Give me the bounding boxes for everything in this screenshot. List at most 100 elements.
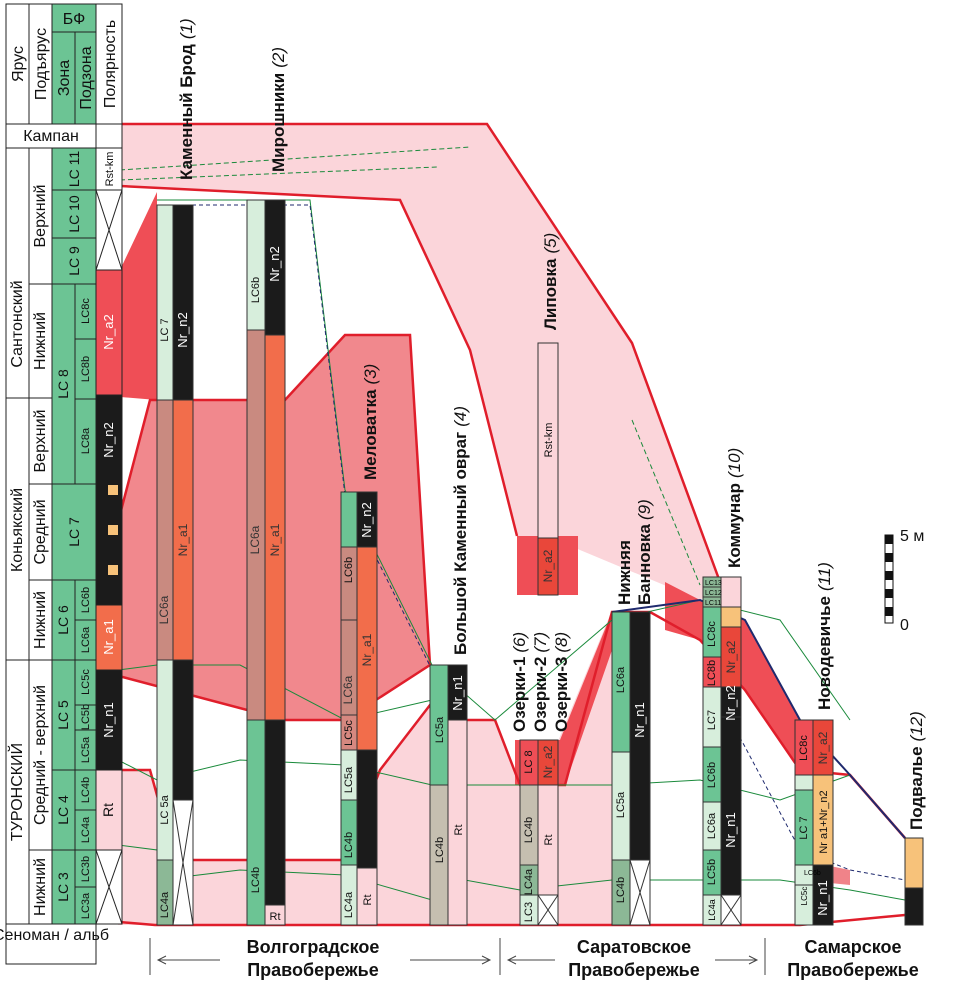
c1-nrn2: Nr_n2	[175, 312, 190, 347]
region-samara-2: Правобережье	[787, 960, 919, 980]
c6-lc3: LC3	[523, 902, 535, 922]
zone-lc6: LC 6	[55, 605, 71, 635]
c10-nrn2: Nr_n2	[723, 685, 738, 720]
substage-con-middle: Средний	[32, 499, 49, 564]
scale-top-label: 5 м	[900, 528, 924, 545]
c4-nrn1: Nr_n1	[450, 675, 465, 710]
c2-rt: Rt	[270, 911, 281, 923]
stage-campanian: Кампан	[23, 128, 79, 145]
zone-lc3: LC 3	[55, 872, 71, 902]
header-stage: Ярус	[10, 46, 27, 82]
subzone-lc4b: LC4b	[80, 777, 92, 803]
title-bannovka: Банновка(9)	[635, 499, 654, 605]
scale-bottom-label: 0	[900, 617, 909, 634]
c4-lc4b: LC4b	[434, 837, 446, 863]
scale-labels: Ярус Подъярус БФ Зона Подзона Полярность…	[0, 11, 119, 944]
title-ozerki-1: Озерки-1(6)	[510, 632, 529, 732]
c11-lc8c: LC8c	[798, 735, 810, 761]
c10-lc6a: LC6a	[706, 812, 718, 839]
title-ozerki-3: Озерки-3(8)	[552, 632, 571, 732]
polarity-nrn1: Nr_n1	[101, 702, 116, 737]
polarity-rstkm: Rst-km	[104, 152, 116, 187]
stage-cenomanian: Сеноман / альб	[0, 927, 109, 944]
c11-nrn1: Nr_n1	[815, 880, 830, 915]
regions: Волгоградское Правобережье Саратовское П…	[149, 937, 919, 980]
c3-lc5a: LC5a	[343, 766, 355, 793]
polarity-nra2: Nr_a2	[101, 314, 116, 349]
c10-lc13: LC13	[705, 580, 722, 587]
c11-nra2: Nr_a2	[816, 731, 830, 764]
polarity-nra1: Nr_a1	[101, 619, 116, 654]
c3-lc6b: LC6b	[343, 557, 355, 583]
zone-lc9: LC 9	[66, 246, 82, 276]
c2-nra1: Nr_a1	[268, 523, 282, 556]
region-volga-1: Волгоградское	[247, 937, 380, 957]
c10-lc7: LC7	[706, 710, 718, 730]
c2-nrn2: Nr_n2	[267, 246, 282, 281]
title-miroshniki: Мирошники(2)	[269, 47, 288, 172]
c11-nra1n2: Nr a1+Nr_n2	[818, 790, 830, 853]
subzone-lc8c: LC8c	[80, 298, 92, 324]
c4-lc5a: LC5a	[434, 716, 446, 743]
region-saratov-1: Саратовское	[577, 937, 691, 957]
subzone-lc8a: LC8a	[80, 427, 92, 454]
title-kommunar: Коммунар(10)	[725, 448, 744, 568]
polarity-nrn2: Nr_n2	[101, 422, 116, 457]
c9-lc6a: LC6a	[615, 666, 627, 693]
title-ozerki-2: Озерки-2(7)	[531, 632, 550, 732]
zone-lc5: LC 5	[55, 700, 71, 730]
c3-lc4b: LC4b	[343, 832, 355, 858]
c9-lc5a: LC5a	[615, 791, 627, 818]
c3-lc4a: LC4a	[343, 891, 355, 918]
scale-bar: 5 м 0	[884, 528, 924, 634]
c1-lc7: LC 7	[159, 318, 171, 341]
region-volga-2: Правобережье	[247, 960, 379, 980]
substage-santon-lower: Нижний	[32, 312, 49, 370]
title-lipovka: Липовка(5)	[541, 233, 560, 330]
stage-turonian: ТУРОНСКИЙ	[7, 743, 26, 841]
c11-lc5c: LC5c	[800, 887, 809, 906]
subzone-lc5b: LC5b	[80, 704, 92, 730]
c11-lc7: LC 7	[798, 816, 810, 839]
substage-con-lower: Нижний	[32, 591, 49, 649]
title-nizhnyaya: Нижняя	[615, 540, 634, 605]
stage-coniacian: Коньякский	[9, 488, 26, 572]
c2-lc4b: LC4b	[250, 867, 262, 893]
c2-lc6b: LC6b	[250, 277, 262, 303]
stratigraphic-scale	[5, 3, 123, 965]
c9-nrn1: Nr_n1	[632, 702, 647, 737]
subzone-lc6a: LC6a	[80, 626, 92, 653]
subzone-lc5a: LC5a	[80, 736, 92, 763]
c1-lc4a: LC4a	[159, 891, 171, 918]
header-polarity: Полярность	[102, 20, 119, 108]
c10-lc8c: LC8c	[706, 621, 718, 647]
c10-lc11: LC11	[705, 600, 721, 607]
c9-lc4b: LC4b	[615, 877, 627, 903]
header-zone: Зона	[56, 60, 73, 96]
subzone-lc6b: LC6b	[80, 587, 92, 613]
c11-lc6b: LC6b	[804, 870, 821, 877]
stage-santonian: Сантонский	[9, 280, 26, 367]
subzone-lc3a: LC3a	[80, 892, 92, 919]
subzone-lc8b: LC8b	[80, 356, 92, 382]
substage-santon-upper: Верхний	[32, 185, 49, 248]
c1-lc6a: LC6a	[157, 595, 171, 624]
c1-lc5a: LC 5a	[159, 794, 171, 824]
c6-lc8: LC 8	[523, 750, 535, 773]
c2-lc6a: LC6a	[248, 525, 262, 554]
title-kamenny-brod: Каменный Брод(1)	[177, 18, 196, 180]
region-saratov-2: Правобережье	[568, 960, 700, 980]
substage-tur-lower: Нижний	[32, 858, 49, 916]
c10-lc5b: LC5b	[706, 859, 718, 885]
c3-lc5c: LC5c	[343, 720, 355, 746]
c6-lc4a: LC4a	[523, 868, 535, 895]
section-titles: Каменный Брод(1) Мирошники(2) Меловатка(…	[177, 18, 926, 830]
subzone-lc4a: LC4a	[80, 816, 92, 843]
c4-rt: Rt	[453, 825, 465, 836]
c3-lc6a: LC6a	[341, 675, 355, 704]
substage-tur-midup: Средний - верхний	[32, 685, 49, 825]
c10-lc8b: LC8b	[706, 660, 718, 686]
header-substage: Подъярус	[33, 28, 50, 100]
